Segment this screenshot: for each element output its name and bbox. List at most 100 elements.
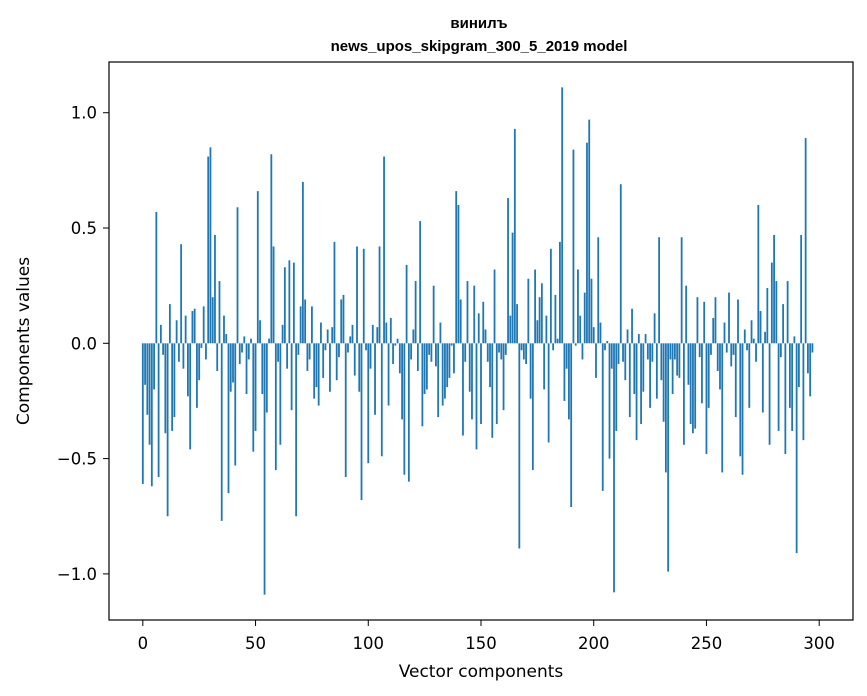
- bar-267: [743, 329, 746, 344]
- bar-268: [746, 343, 748, 351]
- bar-55: [265, 343, 268, 413]
- bar-269: [748, 343, 751, 408]
- bar-141: [459, 299, 462, 344]
- bar-122: [416, 343, 419, 371]
- bar-31: [211, 297, 214, 344]
- bar-86: [335, 343, 338, 381]
- bar-211: [617, 343, 620, 365]
- bar-66: [290, 343, 293, 411]
- x-tick-label: 300: [803, 634, 835, 653]
- bar-58: [272, 246, 275, 344]
- bar-151: [482, 301, 485, 344]
- bar-264: [737, 299, 739, 344]
- bar-145: [468, 343, 471, 392]
- bar-62: [281, 324, 284, 344]
- bar-30: [209, 147, 212, 344]
- bar-64: [286, 343, 289, 369]
- bar-146: [471, 343, 473, 420]
- bar-176: [538, 297, 541, 344]
- chart-subtitle: news_upos_skipgram_300_5_2019 model: [331, 38, 628, 55]
- bar-210: [615, 343, 618, 431]
- bar-201: [595, 343, 597, 378]
- bar-116: [403, 343, 406, 475]
- bar-106: [380, 343, 383, 457]
- bar-234: [669, 343, 672, 360]
- bar-156: [493, 269, 496, 344]
- bar-261: [730, 343, 733, 367]
- bar-219: [635, 343, 638, 441]
- bar-74: [308, 343, 311, 360]
- bar-56: [268, 338, 270, 344]
- bar-186: [561, 87, 564, 344]
- bar-283: [779, 343, 782, 358]
- bar-142: [462, 343, 464, 436]
- bar-254: [714, 297, 717, 344]
- bar-229: [658, 237, 661, 344]
- bar-25: [198, 343, 201, 381]
- bar-165: [513, 128, 516, 344]
- bar-271: [752, 338, 755, 344]
- bar-48: [250, 338, 252, 344]
- bar-252: [710, 343, 712, 355]
- bar-289: [793, 336, 796, 344]
- bar-207: [608, 343, 611, 459]
- bar-4: [150, 343, 153, 487]
- bar-21: [189, 343, 192, 450]
- bar-202: [597, 237, 600, 344]
- bar-107: [383, 156, 385, 344]
- bar-253: [712, 317, 715, 344]
- bar-260: [728, 292, 730, 344]
- bar-88: [340, 299, 343, 344]
- y-tick-label: 1.0: [71, 104, 97, 123]
- bar-154: [489, 343, 491, 388]
- bar-19: [184, 315, 187, 344]
- bar-276: [764, 331, 766, 344]
- bar-93: [351, 324, 354, 344]
- bar-41: [234, 343, 237, 466]
- bar-20: [187, 343, 189, 397]
- bar-126: [425, 343, 428, 390]
- x-tick-label: 150: [465, 634, 497, 653]
- bar-243: [689, 343, 692, 425]
- y-tick-label: 0.5: [71, 219, 97, 238]
- y-axis-ticks: −1.0 −0.5 0.0 0.5 1.0: [57, 104, 109, 584]
- bar-188: [565, 343, 568, 369]
- bar-124: [421, 343, 424, 427]
- bar-284: [782, 304, 785, 344]
- bar-70: [299, 306, 302, 344]
- bar-286: [786, 281, 789, 344]
- bar-239: [680, 237, 683, 344]
- bar-101: [369, 343, 372, 369]
- bar-170: [525, 343, 527, 365]
- bar-225: [649, 343, 651, 408]
- bar-160: [502, 343, 505, 411]
- bar-200: [592, 327, 595, 344]
- bar-296: [809, 343, 812, 397]
- bar-191: [572, 149, 575, 344]
- bar-45: [243, 336, 246, 344]
- bar-26: [200, 343, 203, 348]
- bar-197: [586, 142, 588, 344]
- bar-148: [475, 343, 478, 450]
- bar-293: [802, 343, 805, 441]
- bar-78: [317, 343, 320, 406]
- bar-99: [365, 343, 367, 351]
- bar-32: [214, 234, 216, 344]
- bar-53: [261, 343, 264, 395]
- bar-37: [225, 334, 228, 344]
- y-tick-label: −0.5: [57, 450, 97, 469]
- bar-212: [619, 184, 622, 344]
- bar-155: [491, 343, 494, 438]
- chart-title: винилъ: [450, 15, 507, 32]
- bar-50: [254, 343, 257, 431]
- bar-270: [750, 320, 753, 344]
- bar-133: [441, 343, 444, 406]
- bar-57: [270, 154, 273, 344]
- bar-208: [610, 343, 613, 369]
- bar-103: [374, 343, 376, 415]
- bar-248: [701, 343, 703, 404]
- bar-3: [148, 343, 151, 445]
- bar-109: [387, 343, 390, 406]
- bar-217: [631, 308, 633, 344]
